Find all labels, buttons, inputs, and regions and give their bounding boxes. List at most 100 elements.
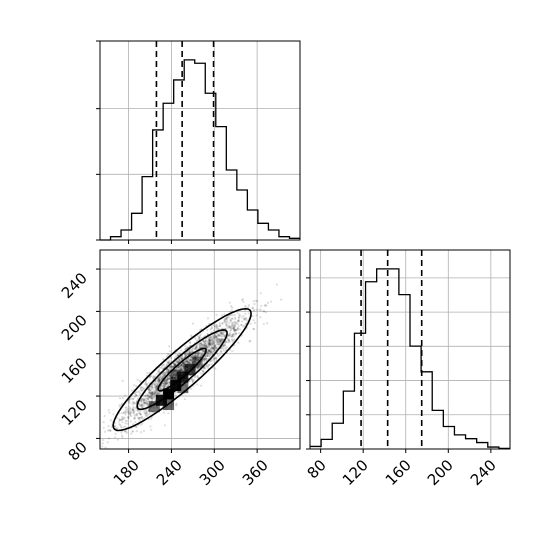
scatter-point [171,376,175,379]
scatter-point [205,357,208,361]
scatter-point [151,387,154,390]
scatter-point [167,384,170,387]
scatter-point [174,355,178,358]
scatter-point [258,308,261,311]
scatter-point [214,346,218,349]
scatter-point [163,374,166,377]
scatter-point [237,327,240,330]
scatter-point [118,404,121,407]
scatter-point [280,298,283,301]
scatter-point [204,344,207,347]
scatter-point [107,409,110,412]
scatter-point [145,400,148,403]
scatter-point [174,374,177,377]
scatter-point [165,355,169,358]
scatter-point [252,327,255,330]
scatter-point [158,366,161,369]
scatter-point [221,345,224,349]
scatter-point [136,409,139,412]
scatter-point [194,353,197,356]
scatter-point [174,369,177,372]
scatter-point [131,402,134,405]
scatter-point [157,379,161,382]
scatter-point [194,354,197,357]
scatter-point [163,383,166,387]
scatter-point [167,345,171,348]
scatter-point [141,385,144,389]
scatter-point [176,361,180,364]
scatter-point [228,301,231,304]
scatter-point [213,329,216,332]
scatter-point [210,348,213,351]
scatter-point [171,377,174,380]
scatter-point [171,365,174,368]
scatter-point [128,405,131,408]
scatter-point [168,376,171,379]
scatter-point [134,402,137,405]
scatter-point [173,378,176,381]
scatter-point [171,377,174,380]
scatter-point [142,399,146,402]
scatter-point [224,347,227,350]
scatter-point [153,386,156,389]
scatter-point [265,322,269,325]
scatter-point [220,351,223,354]
scatter-point [192,378,195,381]
scatter-point [210,325,213,328]
scatter-point [145,412,148,415]
scatter-point [97,450,99,452]
scatter-point [199,344,202,348]
scatter-point [148,389,151,392]
scatter-point [174,394,177,397]
scatter-point [162,385,165,388]
scatter-point [204,367,207,370]
scatter-point [178,366,181,369]
scatter-point [218,343,221,347]
scatter-point [144,380,147,383]
scatter-point [171,365,174,368]
scatter-point [175,404,178,407]
scatter-point [223,318,226,321]
scatter-point [172,377,175,380]
scatter-point [154,380,157,383]
scatter-point [169,377,172,380]
scatter-point [136,397,139,400]
scatter-point [208,349,211,352]
scatter-point [184,360,187,363]
scatter-point [148,392,152,395]
scatter-point [180,364,183,367]
scatter-point [177,357,180,360]
scatter-point [208,336,212,339]
scatter-point [175,373,178,376]
scatter-point [226,323,229,326]
scatter-point [187,351,191,354]
scatter-point [163,386,166,389]
scatter-point [210,335,213,339]
scatter-point [166,360,169,363]
scatter-point [145,403,148,406]
scatter-point [215,324,218,327]
scatter-point [204,357,207,360]
scatter-point [150,417,153,420]
scatter-point [249,339,252,342]
scatter-point [173,377,176,380]
scatter-point [116,427,119,430]
scatter-point [228,316,231,319]
scatter-point [154,391,157,395]
scatter-point [147,413,150,416]
scatter-point [213,335,216,338]
scatter-point [211,335,214,338]
scatter-point [148,376,152,379]
scatter-point [213,324,216,328]
scatter-point [209,339,212,342]
scatter-point [115,427,118,430]
scatter-point [211,326,214,329]
scatter-point [138,417,141,420]
scatter-point [134,406,137,409]
scatter-point [194,357,198,360]
scatter-point [118,423,121,426]
scatter-point [174,376,177,379]
scatter-point [185,354,188,357]
density-contours [112,307,252,432]
scatter-point [154,385,157,388]
